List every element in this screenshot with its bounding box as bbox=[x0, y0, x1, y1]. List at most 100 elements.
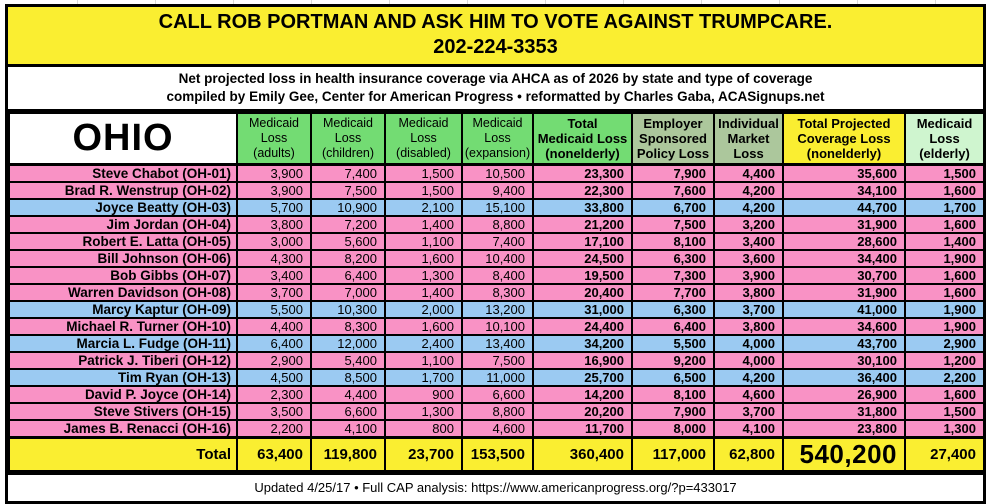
column-header-total-projected: Total Projected Coverage Loss (nonelderl… bbox=[782, 112, 906, 166]
value-cell-medicaid-elderly: 1,500 bbox=[904, 402, 985, 421]
rep-name-cell: Marcia L. Fudge (OH-11) bbox=[8, 334, 238, 353]
value-cell-total-medicaid-nonelderly: 31,000 bbox=[532, 300, 633, 319]
value-cell-medicaid-elderly: 1,600 bbox=[904, 215, 985, 234]
rep-name-cell: James B. Renacci (OH-16) bbox=[8, 419, 238, 439]
value-cell-medicaid-expansion: 6,600 bbox=[461, 385, 534, 404]
value-cell-total-projected: 41,000 bbox=[782, 300, 906, 319]
value-cell-medicaid-disabled: 1,500 bbox=[384, 181, 463, 200]
header-row: OHIO Medicaid Loss (adults) Medicaid Loss… bbox=[8, 112, 985, 166]
value-cell-individual-market: 3,800 bbox=[713, 283, 784, 302]
footer-note: Updated 4/25/17 • Full CAP analysis: htt… bbox=[8, 472, 983, 501]
value-cell-total-medicaid-nonelderly: 23,300 bbox=[532, 163, 633, 183]
value-cell-medicaid-expansion: 7,500 bbox=[461, 351, 534, 370]
value-cell-medicaid-children: 10,300 bbox=[310, 300, 386, 319]
rep-name-cell: Bill Johnson (OH-06) bbox=[8, 249, 238, 268]
total-value-cell-medicaid-adults: 63,400 bbox=[236, 436, 312, 472]
value-cell-medicaid-adults: 4,300 bbox=[236, 249, 312, 268]
total-row: Total 63,400 119,800 23,700 153,500 360,400 11… bbox=[8, 436, 985, 472]
value-cell-individual-market: 4,600 bbox=[713, 385, 784, 404]
value-cell-employer-sponsored: 6,400 bbox=[631, 317, 715, 336]
value-cell-medicaid-expansion: 15,100 bbox=[461, 198, 534, 217]
value-cell-medicaid-disabled: 1,400 bbox=[384, 283, 463, 302]
value-cell-medicaid-disabled: 1,300 bbox=[384, 266, 463, 285]
value-cell-medicaid-elderly: 2,200 bbox=[904, 368, 985, 387]
value-cell-total-medicaid-nonelderly: 20,200 bbox=[532, 402, 633, 421]
value-cell-individual-market: 3,400 bbox=[713, 232, 784, 251]
value-cell-employer-sponsored: 7,700 bbox=[631, 283, 715, 302]
value-cell-medicaid-adults: 5,700 bbox=[236, 198, 312, 217]
value-cell-medicaid-children: 8,300 bbox=[310, 317, 386, 336]
value-cell-individual-market: 3,800 bbox=[713, 317, 784, 336]
value-cell-medicaid-disabled: 1,600 bbox=[384, 249, 463, 268]
table-row: Marcy Kaptur (OH-09) 5,500 10,300 2,000 13,2… bbox=[8, 300, 985, 319]
value-cell-total-medicaid-nonelderly: 17,100 bbox=[532, 232, 633, 251]
value-cell-medicaid-expansion: 10,500 bbox=[461, 163, 534, 183]
value-cell-individual-market: 4,000 bbox=[713, 351, 784, 370]
value-cell-medicaid-expansion: 8,800 bbox=[461, 215, 534, 234]
value-cell-medicaid-disabled: 1,700 bbox=[384, 368, 463, 387]
value-cell-total-projected: 31,900 bbox=[782, 283, 906, 302]
subtitle-line1: Net projected loss in health insurance c… bbox=[178, 71, 813, 86]
value-cell-medicaid-children: 4,400 bbox=[310, 385, 386, 404]
value-cell-total-medicaid-nonelderly: 25,700 bbox=[532, 368, 633, 387]
value-cell-medicaid-expansion: 9,400 bbox=[461, 181, 534, 200]
value-cell-medicaid-disabled: 1,500 bbox=[384, 163, 463, 183]
value-cell-medicaid-adults: 4,400 bbox=[236, 317, 312, 336]
total-value-cell-medicaid-disabled: 23,700 bbox=[384, 436, 463, 472]
value-cell-employer-sponsored: 8,100 bbox=[631, 385, 715, 404]
table-row: Patrick J. Tiberi (OH-12) 2,900 5,400 1,100… bbox=[8, 351, 985, 370]
value-cell-individual-market: 4,100 bbox=[713, 419, 784, 439]
table-row: James B. Renacci (OH-16) 2,200 4,100 800 4,6… bbox=[8, 419, 985, 439]
rep-name-cell: Michael R. Turner (OH-10) bbox=[8, 317, 238, 336]
value-cell-medicaid-children: 8,200 bbox=[310, 249, 386, 268]
total-value-cell-medicaid-expansion: 153,500 bbox=[461, 436, 534, 472]
value-cell-medicaid-elderly: 1,900 bbox=[904, 300, 985, 319]
subtitle-block: Net projected loss in health insurance c… bbox=[8, 67, 983, 112]
value-cell-total-projected: 23,800 bbox=[782, 419, 906, 439]
value-cell-medicaid-adults: 2,300 bbox=[236, 385, 312, 404]
value-cell-total-medicaid-nonelderly: 34,200 bbox=[532, 334, 633, 353]
value-cell-medicaid-children: 6,600 bbox=[310, 402, 386, 421]
value-cell-medicaid-disabled: 2,000 bbox=[384, 300, 463, 319]
value-cell-individual-market: 3,200 bbox=[713, 215, 784, 234]
table-row: Steve Stivers (OH-15) 3,500 6,600 1,300 8,80… bbox=[8, 402, 985, 421]
value-cell-total-projected: 26,900 bbox=[782, 385, 906, 404]
value-cell-medicaid-expansion: 8,800 bbox=[461, 402, 534, 421]
value-cell-total-projected: 30,100 bbox=[782, 351, 906, 370]
value-cell-total-medicaid-nonelderly: 11,700 bbox=[532, 419, 633, 439]
value-cell-medicaid-disabled: 2,400 bbox=[384, 334, 463, 353]
value-cell-medicaid-expansion: 10,100 bbox=[461, 317, 534, 336]
total-value-cell-individual-market: 62,800 bbox=[713, 436, 784, 472]
column-header-medicaid-disabled: Medicaid Loss (disabled) bbox=[384, 112, 463, 166]
sheet-frame: CALL ROB PORTMAN AND ASK HIM TO VOTE AGA… bbox=[5, 4, 986, 504]
value-cell-individual-market: 3,700 bbox=[713, 300, 784, 319]
banner-phone-number: 202-224-3353 bbox=[433, 36, 558, 58]
value-cell-individual-market: 4,000 bbox=[713, 334, 784, 353]
value-cell-total-projected: 34,600 bbox=[782, 317, 906, 336]
value-cell-employer-sponsored: 7,500 bbox=[631, 215, 715, 234]
value-cell-employer-sponsored: 6,700 bbox=[631, 198, 715, 217]
value-cell-employer-sponsored: 7,600 bbox=[631, 181, 715, 200]
value-cell-medicaid-adults: 5,500 bbox=[236, 300, 312, 319]
value-cell-medicaid-elderly: 1,600 bbox=[904, 283, 985, 302]
value-cell-medicaid-adults: 3,900 bbox=[236, 163, 312, 183]
value-cell-total-medicaid-nonelderly: 24,400 bbox=[532, 317, 633, 336]
value-cell-medicaid-adults: 4,500 bbox=[236, 368, 312, 387]
rep-name-cell: Tim Ryan (OH-13) bbox=[8, 368, 238, 387]
call-to-action-banner: CALL ROB PORTMAN AND ASK HIM TO VOTE AGA… bbox=[8, 7, 983, 67]
value-cell-medicaid-elderly: 1,900 bbox=[904, 317, 985, 336]
value-cell-total-projected: 43,700 bbox=[782, 334, 906, 353]
value-cell-medicaid-elderly: 1,300 bbox=[904, 419, 985, 439]
value-cell-medicaid-children: 7,400 bbox=[310, 163, 386, 183]
value-cell-total-medicaid-nonelderly: 19,500 bbox=[532, 266, 633, 285]
table-row: Jim Jordan (OH-04) 3,800 7,200 1,400 8,800 21… bbox=[8, 215, 985, 234]
value-cell-medicaid-children: 5,600 bbox=[310, 232, 386, 251]
value-cell-medicaid-adults: 3,500 bbox=[236, 402, 312, 421]
value-cell-medicaid-disabled: 1,600 bbox=[384, 317, 463, 336]
rep-name-cell: Marcy Kaptur (OH-09) bbox=[8, 300, 238, 319]
value-cell-medicaid-expansion: 7,400 bbox=[461, 232, 534, 251]
value-cell-medicaid-children: 12,000 bbox=[310, 334, 386, 353]
value-cell-medicaid-adults: 2,200 bbox=[236, 419, 312, 439]
value-cell-total-medicaid-nonelderly: 24,500 bbox=[532, 249, 633, 268]
